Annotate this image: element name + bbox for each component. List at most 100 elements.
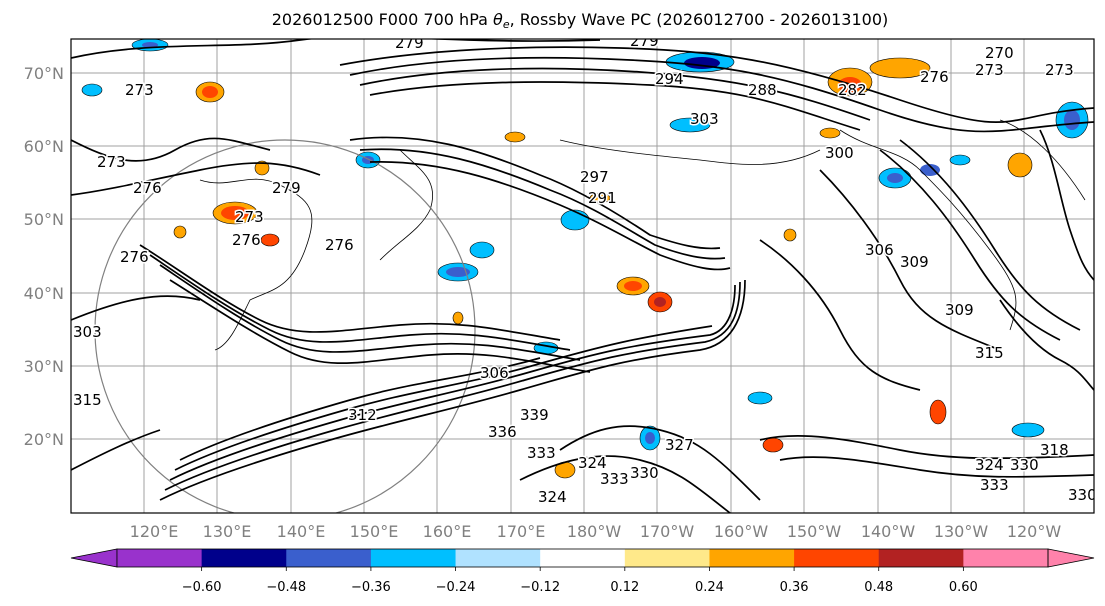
colorbar-segment — [455, 549, 541, 567]
colorbar-segment — [201, 549, 287, 567]
title-prefix: 2026012500 F000 700 hPa — [271, 10, 494, 29]
contour-label: 273 — [97, 153, 126, 171]
contour-label: 279 — [395, 34, 424, 52]
reference-circle — [94, 139, 476, 513]
contour-line — [349, 136, 721, 250]
contour-label: 306 — [865, 241, 894, 259]
contour-label: 273 — [235, 208, 264, 226]
contour-label: 333 — [980, 476, 1009, 494]
longitude-label: 120°E — [130, 522, 179, 541]
contour-label: 318 — [1040, 441, 1069, 459]
map-plot-area: 279 279 270 273 276 273 294 288 282 273 … — [71, 34, 1097, 513]
contour-line — [169, 279, 591, 373]
contour-label: 330 — [1068, 486, 1097, 504]
colorbar-tick-label: −0.36 — [351, 580, 391, 595]
coastlines — [199, 119, 1086, 351]
colorbar-over-arrow — [1047, 548, 1095, 568]
anomaly-blob-negative — [669, 117, 711, 133]
anomaly-blob-negative — [747, 391, 773, 405]
contour-label: 324 — [578, 454, 607, 472]
colorbar — [70, 548, 1095, 568]
anomaly-blob-positive — [254, 160, 270, 176]
contour-label: 279 — [272, 179, 301, 197]
contour-line — [779, 456, 1094, 478]
theta-e-contours — [71, 39, 1094, 513]
coastline — [379, 149, 434, 261]
longitude-label: 170°E — [497, 522, 546, 541]
contour-line — [819, 169, 1001, 351]
contour-label: 276 — [133, 179, 162, 197]
contour-label: 282 — [838, 81, 867, 99]
contour-label: 276 — [325, 236, 354, 254]
anomaly-blob-positive — [221, 206, 249, 220]
colorbar-segment — [709, 549, 795, 567]
map-background — [71, 39, 1094, 513]
anomaly-blob-positive — [624, 281, 642, 291]
latitude-label: 70°N — [24, 64, 64, 83]
colorbar-tick-label: 0.24 — [695, 580, 724, 595]
anomaly-blob-negative — [920, 164, 940, 176]
colorbar-tick-label: 0.12 — [610, 580, 639, 595]
contour-label: 333 — [527, 444, 556, 462]
contour-label: 273 — [125, 81, 154, 99]
contour-label: 339 — [520, 406, 549, 424]
colorbar-tick-labels: −0.60 −0.48 −0.36 −0.24 −0.12 0.12 0.24 0.36 0.4… — [182, 567, 978, 595]
colorbar-tick-label: −0.24 — [436, 580, 476, 595]
anomaly-blob-positive — [654, 297, 666, 307]
contour-label: 303 — [690, 110, 719, 128]
title-theta: θ — [493, 10, 503, 29]
contour-line — [179, 357, 541, 461]
contour-line — [369, 81, 861, 131]
longitude-label: 130°W — [934, 522, 989, 541]
anomaly-blob-negative — [949, 154, 971, 166]
contour-label: 297 — [580, 168, 609, 186]
contour-line — [164, 281, 741, 491]
map-frame — [70, 38, 1095, 514]
longitude-label: 160°W — [714, 522, 769, 541]
anomaly-blob-positive — [504, 131, 526, 143]
colorbar-tick-label: −0.12 — [520, 580, 560, 595]
colorbar-outline — [116, 548, 1049, 568]
colorbar-segment — [286, 549, 372, 567]
contour-line — [139, 244, 561, 341]
contour-line — [71, 39, 601, 59]
anomaly-blob-positive — [783, 228, 797, 242]
anomaly-blob-negative — [142, 42, 158, 48]
contour-label: 273 — [975, 61, 1004, 79]
colorbar-segment — [117, 549, 203, 567]
colorbar-segment — [540, 549, 626, 567]
anomaly-blob-negative — [560, 209, 590, 231]
colorbar-tick-label: 0.60 — [949, 580, 978, 595]
colorbar-tick-label: 0.48 — [864, 580, 893, 595]
contour-label: 309 — [945, 301, 974, 319]
colorbar-segment — [963, 549, 1049, 567]
contour-label: 300 — [825, 144, 854, 162]
contour-label: 303 — [73, 323, 102, 341]
contour-label: 273 — [1045, 61, 1074, 79]
contour-line — [71, 295, 201, 321]
latitude-labels: 70°N 60°N 50°N 40°N 30°N 20°N — [24, 64, 64, 449]
anomaly-blob-positive — [869, 57, 931, 79]
contour-line — [349, 56, 1094, 133]
anomaly-blob-negative — [887, 173, 903, 183]
anomaly-blob-positive — [929, 399, 947, 425]
colorbar-tick-label: −0.48 — [266, 580, 306, 595]
latitude-label: 50°N — [24, 210, 64, 229]
contour-line — [359, 148, 726, 260]
latitude-label: 30°N — [24, 357, 64, 376]
longitude-label: 150°W — [787, 522, 842, 541]
contour-line — [519, 455, 731, 513]
anomaly-blob-negative — [1064, 110, 1080, 130]
colorbar-tick-label: 0.36 — [780, 580, 809, 595]
contour-line — [159, 279, 746, 501]
contour-label: 333 — [600, 470, 629, 488]
anomaly-blob-positive — [762, 437, 784, 453]
contour-line — [559, 425, 761, 501]
contour-label: 288 — [748, 81, 777, 99]
contour-line — [369, 161, 731, 271]
contour-label: 330 — [630, 464, 659, 482]
title-suffix: , Rossby Wave PC (2026012700 - 202601310… — [509, 10, 889, 29]
contour-label: 276 — [120, 248, 149, 266]
contour-line — [71, 137, 271, 162]
longitude-label: 130°E — [203, 522, 252, 541]
